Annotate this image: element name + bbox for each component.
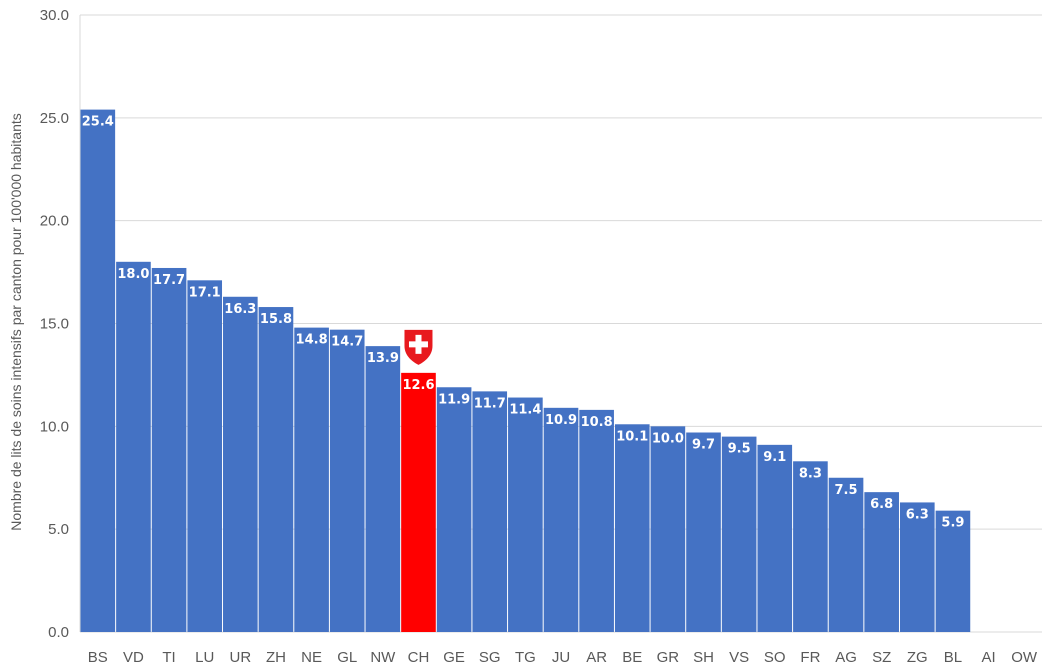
y-tick-label: 30.0 [40, 7, 69, 24]
data-label-zg: 6.3 [906, 507, 929, 522]
x-tick-label-gr: GR [657, 649, 680, 666]
bars [80, 109, 971, 632]
x-tick-label-vs: VS [729, 649, 749, 666]
bar-fr [793, 461, 828, 632]
bar-be [614, 424, 650, 632]
data-label-sg: 11.7 [474, 396, 506, 411]
x-tick-label-fr: FR [800, 649, 820, 666]
x-tick-label-ur: UR [229, 649, 251, 666]
bar-lu [187, 280, 223, 632]
bar-so [757, 444, 793, 632]
data-label-bl: 5.9 [941, 516, 964, 531]
x-tick-label-zg: ZG [907, 649, 928, 666]
bar-tg [508, 397, 543, 632]
x-tick-label-zh: ZH [266, 649, 286, 666]
x-tick-label-ti: TI [162, 649, 175, 666]
x-axis-ticks: BS VD TI LU UR ZH NE GL NW CH GE SG TG JU AR BE GR SH VS SO… [88, 649, 1038, 666]
data-label-ti: 17.7 [153, 273, 185, 288]
value-labels: 25.4 18.0 17.7 17.116.3 15.8 14.8 14.7 13.912.6… [82, 115, 965, 531]
bar-sh [686, 432, 721, 632]
data-label-sh: 9.7 [692, 438, 715, 453]
data-label-gl: 14.7 [331, 335, 363, 350]
data-label-zh: 15.8 [260, 312, 292, 327]
data-label-be: 10.1 [616, 429, 648, 444]
x-tick-label-ju: JU [552, 649, 570, 666]
y-tick-label: 25.0 [40, 110, 69, 127]
x-tick-label-sh: SH [693, 649, 714, 666]
y-tick-label: 0.0 [48, 624, 69, 641]
x-tick-label-tg: TG [515, 649, 536, 666]
data-label-ju: 10.9 [545, 413, 577, 428]
x-tick-label-so: SO [764, 649, 786, 666]
bar-ch [401, 372, 436, 632]
bar-vd [116, 261, 151, 632]
bar-gr [650, 426, 686, 632]
data-label-ne: 14.8 [296, 333, 328, 348]
x-tick-label-gl: GL [337, 649, 357, 666]
bar-zg [899, 502, 935, 632]
highlight-icon-layer [404, 329, 433, 365]
bar-ur [223, 296, 258, 632]
y-tick-label: 5.0 [48, 521, 69, 538]
bar-nw [365, 346, 401, 632]
bar-sz [864, 492, 899, 632]
swiss-cross-shield-icon [404, 329, 433, 365]
x-tick-label-ai: AI [981, 649, 995, 666]
x-tick-label-bs: BS [88, 649, 108, 666]
y-axis-ticks: 0.0 5.0 10.0 15.0 20.0 25.0 30.0 [40, 7, 69, 641]
data-label-ar: 10.8 [581, 415, 613, 430]
x-tick-label-sz: SZ [872, 649, 891, 666]
x-tick-label-ge: GE [443, 649, 465, 666]
data-label-so: 9.1 [763, 450, 786, 465]
x-tick-label-ow: OW [1011, 649, 1038, 666]
data-label-bs: 25.4 [82, 115, 114, 130]
x-tick-label-ne: NE [301, 649, 322, 666]
bar-ju [543, 407, 579, 632]
data-label-ge: 11.9 [438, 392, 470, 407]
bar-bl [935, 510, 971, 632]
bar-ar [579, 409, 614, 632]
bar-gl [329, 329, 365, 632]
x-tick-label-bl: BL [944, 649, 962, 666]
data-label-gr: 10.0 [652, 431, 684, 446]
data-label-lu: 17.1 [189, 285, 221, 300]
bar-sg [472, 391, 508, 632]
bar-ag [828, 477, 864, 632]
data-label-ag: 7.5 [835, 483, 858, 498]
y-tick-label: 10.0 [40, 418, 69, 435]
data-label-vs: 9.5 [728, 442, 751, 457]
data-label-ur: 16.3 [224, 302, 256, 317]
x-tick-label-ar: AR [586, 649, 607, 666]
y-tick-label: 20.0 [40, 213, 69, 230]
y-axis-title: Nombre de lits de soins intensifs par ca… [8, 113, 24, 530]
x-tick-label-sg: SG [479, 649, 501, 666]
bar-bs [80, 109, 116, 632]
x-tick-label-nw: NW [370, 649, 396, 666]
data-label-fr: 8.3 [799, 466, 822, 481]
x-tick-label-ag: AG [835, 649, 857, 666]
bar-ge [436, 387, 472, 632]
x-tick-label-be: BE [622, 649, 642, 666]
bar-vs [721, 436, 757, 632]
data-label-sz: 6.8 [870, 497, 893, 512]
y-tick-label: 15.0 [40, 316, 69, 333]
x-tick-label-ch: CH [408, 649, 430, 666]
x-tick-label-lu: LU [195, 649, 214, 666]
bar-ti [151, 267, 187, 632]
data-label-tg: 11.4 [509, 403, 541, 418]
data-label-vd: 18.0 [117, 267, 149, 282]
cross-horizontal [408, 341, 428, 348]
bar-zh [258, 307, 294, 632]
x-tick-label-vd: VD [123, 649, 144, 666]
data-label-nw: 13.9 [367, 351, 399, 366]
bar-ne [294, 327, 329, 632]
data-label-ch: 12.6 [402, 378, 434, 393]
